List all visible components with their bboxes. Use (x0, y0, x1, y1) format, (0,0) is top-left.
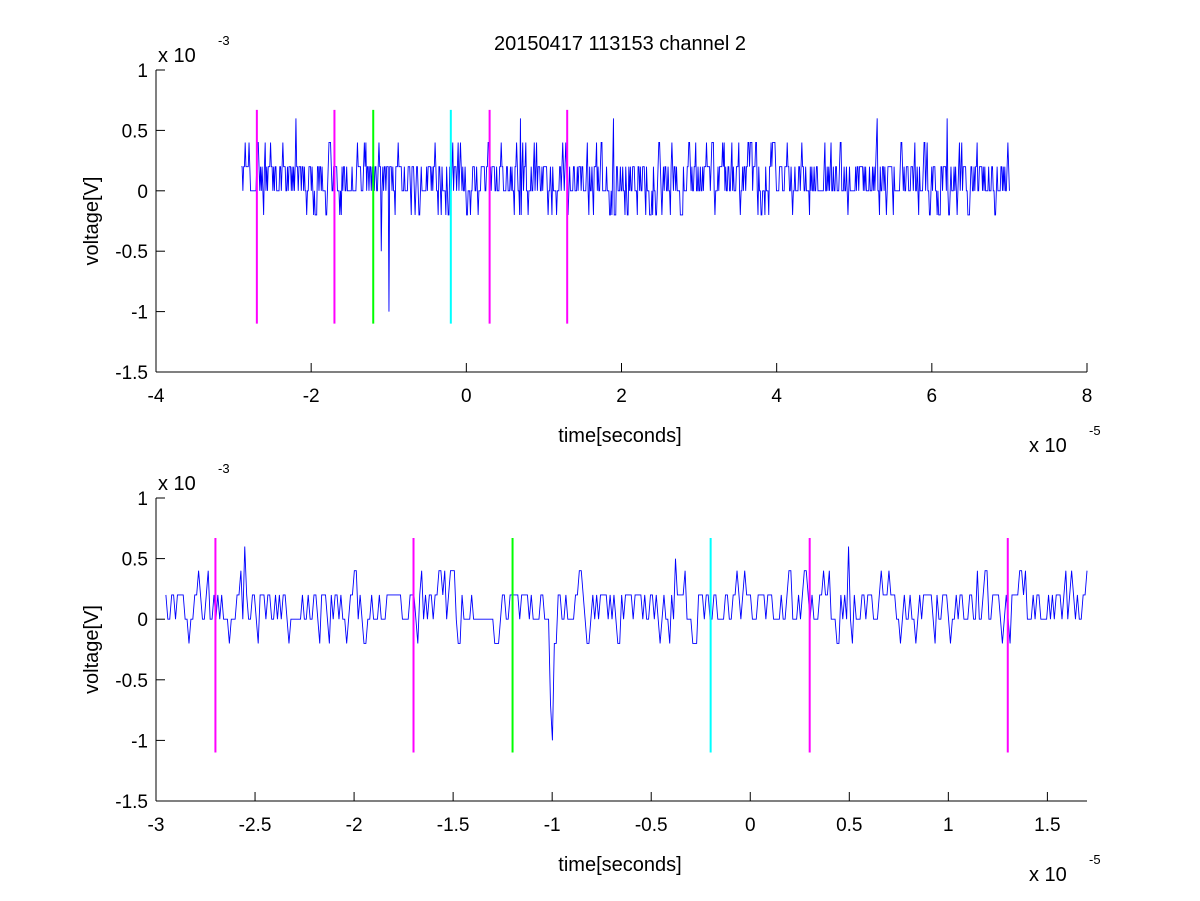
y-tick-label: -1.5 (115, 363, 148, 384)
x-axis-label: time[seconds] (558, 425, 681, 447)
y-exponent-base: x 10 (158, 473, 196, 495)
x-tick-label: 8 (1082, 386, 1093, 407)
bottom-plot: -1.5 -1 -0.5 0 0.5 1 -3 -2.5 -2 -1.5 -1 -0.5 0 0.5 1 1.… (81, 461, 1101, 886)
x-axis-label: time[seconds] (558, 854, 681, 876)
x-tick-label: -1 (544, 815, 561, 836)
figure-title: 20150417 113153 channel 2 (494, 33, 746, 55)
y-tick-label: 1 (137, 61, 148, 82)
x-tick-label: 0 (461, 386, 472, 407)
x-tick-label: 0 (745, 815, 756, 836)
x-tick-label: 1 (943, 815, 954, 836)
y-tick-label: -0.5 (115, 671, 148, 692)
x-tick-label: -1.5 (437, 815, 470, 836)
x-exponent-base: x 10 (1029, 864, 1067, 886)
voltage-trace (165, 546, 1088, 741)
x-tick-label: 0.5 (836, 815, 862, 836)
x-tick-label: 6 (927, 386, 938, 407)
y-axis-label: voltage[V] (81, 177, 103, 266)
voltage-trace (241, 118, 1010, 312)
x-exponent-power: -5 (1089, 423, 1101, 438)
x-tick-label: -4 (148, 386, 165, 407)
y-exponent-power: -3 (218, 33, 230, 48)
y-tick-label: 0.5 (122, 121, 148, 142)
x-tick-label: 1.5 (1034, 815, 1060, 836)
x-tick-label: -2 (346, 815, 363, 836)
y-tick-label: 0 (137, 610, 148, 631)
x-tick-label: 2 (616, 386, 627, 407)
y-tick-label: 0 (137, 182, 148, 203)
x-tick-label: -3 (148, 815, 165, 836)
y-tick-label: -0.5 (115, 242, 148, 263)
top-plot: -1.5 -1 -0.5 0 0.5 1 -4 -2 0 2 4 6 8 time[seconds] vol… (81, 33, 1101, 457)
x-tick-label: -0.5 (635, 815, 668, 836)
x-tick-label: -2.5 (239, 815, 272, 836)
y-tick-label: -1 (131, 303, 148, 324)
y-tick-label: 1 (137, 489, 148, 510)
y-axis-label: voltage[V] (81, 605, 103, 694)
y-tick-label: 0.5 (122, 550, 148, 571)
y-tick-label: -1 (131, 731, 148, 752)
x-tick-label: 4 (771, 386, 782, 407)
y-exponent-base: x 10 (158, 45, 196, 67)
y-exponent-power: -3 (218, 461, 230, 476)
y-tick-label: -1.5 (115, 792, 148, 813)
x-exponent-power: -5 (1089, 852, 1101, 867)
x-tick-label: -2 (303, 386, 320, 407)
x-exponent-base: x 10 (1029, 435, 1067, 457)
